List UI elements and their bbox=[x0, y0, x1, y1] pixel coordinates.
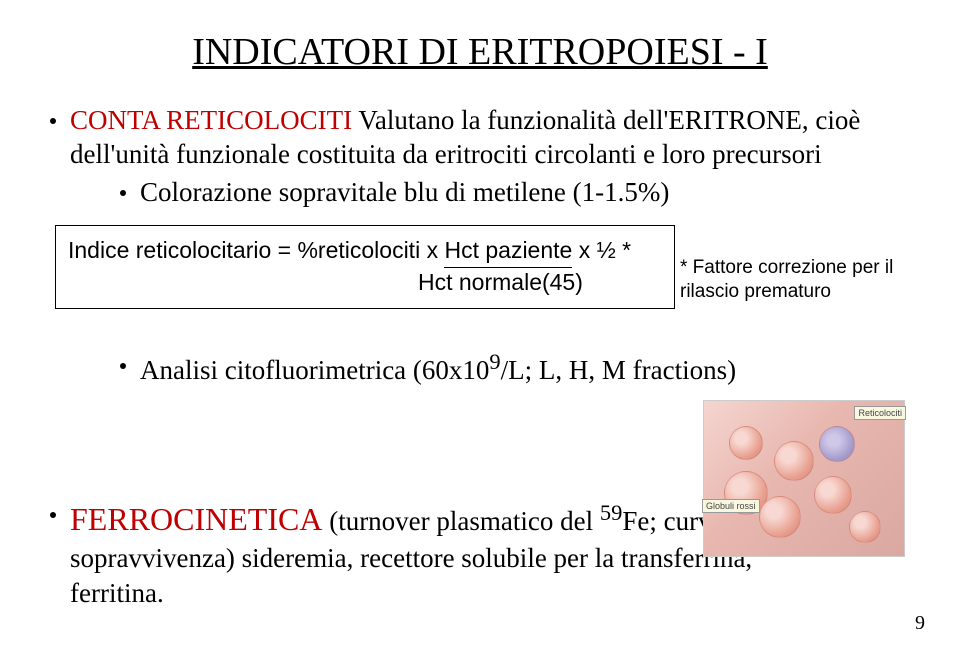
cell-icon bbox=[849, 511, 881, 543]
ferro-mid: (turnover plasmatico del bbox=[322, 506, 599, 536]
label-reticolociti: Reticolociti bbox=[854, 406, 906, 420]
bullet-conta-text: CONTA RETICOLOCITI Valutano la funzional… bbox=[70, 104, 910, 172]
ferro-sup: 59 bbox=[600, 500, 623, 525]
bullet-analysis: Analisi citofluorimetrica (60x109/L; L, … bbox=[120, 349, 910, 386]
cell-icon bbox=[774, 441, 814, 481]
cell-icon bbox=[814, 476, 852, 514]
cell-icon bbox=[819, 426, 855, 462]
formula-denominator: Hct normale(45) bbox=[418, 269, 583, 295]
blood-cells-image: Reticolociti Globuli rossi bbox=[703, 400, 905, 557]
note-line2: rilascio prematuro bbox=[680, 281, 831, 302]
analysis-after: /L; L, H, M fractions) bbox=[501, 355, 736, 385]
formula-prefix: Indice reticolocitario = %reticolociti x bbox=[68, 237, 444, 263]
ferro-label: FERROCINETICA bbox=[70, 501, 322, 537]
bullet-dot-icon bbox=[50, 512, 56, 518]
conta-label: CONTA RETICOLOCITI bbox=[70, 105, 352, 135]
bullet-dot-icon bbox=[120, 190, 126, 196]
formula-box: Indice reticolocitario = %reticolociti x… bbox=[55, 225, 675, 309]
label-globuli: Globuli rossi bbox=[702, 499, 760, 513]
bullet-dot-icon bbox=[120, 363, 126, 369]
note-line1: * Fattore correzione per il bbox=[680, 257, 893, 278]
analysis-text: Analisi citofluorimetrica (60x109/L; L, … bbox=[140, 349, 736, 386]
page-number: 9 bbox=[915, 612, 925, 635]
formula-top-row: Indice reticolocitario = %reticolociti x… bbox=[68, 236, 662, 268]
sub1-text: Colorazione sopravitale blu di metilene … bbox=[140, 176, 669, 210]
formula-numerator: Hct paziente bbox=[444, 236, 572, 268]
formula-half: x ½ * bbox=[572, 237, 631, 263]
cell-icon bbox=[759, 496, 801, 538]
analysis-sup: 9 bbox=[489, 349, 500, 374]
slide-title: INDICATORI DI ERITROPOIESI - I bbox=[50, 30, 910, 74]
correction-note: * Fattore correzione per il rilascio pre… bbox=[680, 256, 920, 304]
slide-container: INDICATORI DI ERITROPOIESI - I CONTA RET… bbox=[0, 0, 960, 647]
cell-icon bbox=[729, 426, 763, 460]
formula-bottom-row: Hct normale(45) bbox=[68, 268, 662, 298]
bullet-conta: CONTA RETICOLOCITI Valutano la funzional… bbox=[50, 104, 910, 172]
analysis-before: Analisi citofluorimetrica (60x10 bbox=[140, 355, 489, 385]
bullet-dot-icon bbox=[50, 118, 56, 124]
sub-bullet-colorazione: Colorazione sopravitale blu di metilene … bbox=[120, 176, 910, 210]
